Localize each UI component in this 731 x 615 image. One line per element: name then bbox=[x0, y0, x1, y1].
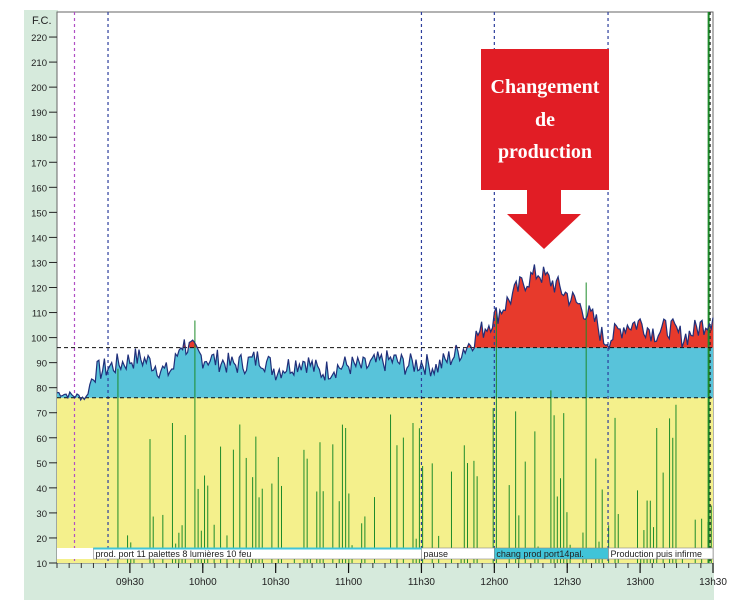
x-tick-label: 10h30 bbox=[262, 577, 290, 588]
segment-label: Production puis infirme bbox=[611, 549, 703, 559]
y-axis-panel bbox=[24, 10, 58, 600]
zone-below-lower bbox=[57, 397, 713, 563]
y-tick-label: 90 bbox=[36, 359, 47, 370]
y-tick-label: 30 bbox=[36, 509, 47, 520]
segment-label: prod. port 11 palettes 8 lumières 10 feu bbox=[95, 549, 251, 559]
x-tick-label: 09h30 bbox=[116, 577, 144, 588]
y-tick-label: 170 bbox=[31, 158, 47, 169]
y-tick-label: 190 bbox=[31, 108, 47, 119]
segment-label: chang prod port14pal. bbox=[496, 549, 584, 559]
y-tick-label: 50 bbox=[36, 459, 47, 470]
y-tick-label: 20 bbox=[36, 534, 47, 545]
zone-above-upper bbox=[57, 264, 713, 348]
callout-line-2: de bbox=[535, 109, 555, 131]
y-tick-label: 80 bbox=[36, 384, 47, 395]
y-tick-label: 150 bbox=[31, 208, 47, 219]
segment-label: pause bbox=[423, 549, 448, 559]
x-tick-label: 12h00 bbox=[480, 577, 508, 588]
y-tick-label: 160 bbox=[31, 183, 47, 194]
x-tick-label: 11h30 bbox=[408, 577, 436, 588]
y-tick-label: 120 bbox=[31, 284, 47, 295]
x-axis-panel bbox=[24, 563, 714, 600]
y-tick-label: 60 bbox=[36, 434, 47, 445]
x-tick-label: 13h30 bbox=[699, 577, 727, 588]
zone-between bbox=[57, 347, 713, 398]
y-tick-label: 110 bbox=[32, 309, 47, 320]
x-tick-label: 10h00 bbox=[189, 577, 217, 588]
y-tick-label: 100 bbox=[31, 334, 47, 345]
x-tick-label: 11h00 bbox=[335, 577, 363, 588]
y-tick-label: 180 bbox=[31, 133, 47, 144]
annotation-callout: Changement de production bbox=[481, 49, 609, 249]
y-tick-label: 130 bbox=[31, 258, 47, 269]
y-axis-label: F.C. bbox=[32, 15, 52, 27]
callout-arrow-shaft bbox=[527, 169, 561, 215]
callout-arrow-head bbox=[507, 214, 581, 249]
callout-line-3: production bbox=[498, 141, 592, 163]
segment-bar bbox=[608, 547, 714, 560]
callout-line-1: Changement bbox=[491, 76, 600, 98]
y-tick-label: 40 bbox=[36, 484, 47, 495]
y-tick-label: 220 bbox=[31, 33, 47, 44]
y-tick-label: 10 bbox=[36, 559, 47, 570]
heart-rate-line bbox=[56, 264, 714, 402]
y-tick-label: 140 bbox=[31, 233, 47, 244]
y-tick-label: 210 bbox=[31, 58, 47, 69]
x-tick-label: 13h00 bbox=[626, 577, 654, 588]
x-tick-label: 12h30 bbox=[553, 577, 581, 588]
y-tick-label: 70 bbox=[36, 409, 47, 420]
y-tick-label: 200 bbox=[31, 83, 47, 94]
callout-box bbox=[481, 49, 609, 190]
